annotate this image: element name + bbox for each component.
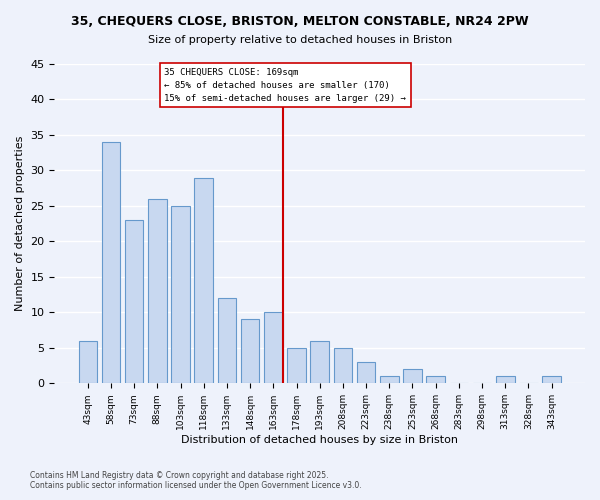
Bar [542, 376, 561, 384]
Text: 35 CHEQUERS CLOSE: 169sqm
← 85% of detached houses are smaller (170)
15% of semi: 35 CHEQUERS CLOSE: 169sqm ← 85% of detac… [164, 68, 406, 103]
Bar [380, 376, 398, 384]
Bar [264, 312, 283, 384]
Bar [102, 142, 120, 384]
Bar [218, 298, 236, 384]
Bar [241, 320, 259, 384]
Bar [287, 348, 306, 384]
Bar [148, 199, 167, 384]
Y-axis label: Number of detached properties: Number of detached properties [15, 136, 25, 312]
Bar [334, 348, 352, 384]
Bar [79, 341, 97, 384]
Bar [171, 206, 190, 384]
Bar [125, 220, 143, 384]
X-axis label: Distribution of detached houses by size in Briston: Distribution of detached houses by size … [181, 435, 458, 445]
Text: 35, CHEQUERS CLOSE, BRISTON, MELTON CONSTABLE, NR24 2PW: 35, CHEQUERS CLOSE, BRISTON, MELTON CONS… [71, 15, 529, 28]
Text: Size of property relative to detached houses in Briston: Size of property relative to detached ho… [148, 35, 452, 45]
Bar [496, 376, 515, 384]
Bar [194, 178, 213, 384]
Text: Contains HM Land Registry data © Crown copyright and database right 2025.
Contai: Contains HM Land Registry data © Crown c… [30, 470, 362, 490]
Bar [403, 369, 422, 384]
Bar [427, 376, 445, 384]
Bar [357, 362, 376, 384]
Bar [310, 341, 329, 384]
